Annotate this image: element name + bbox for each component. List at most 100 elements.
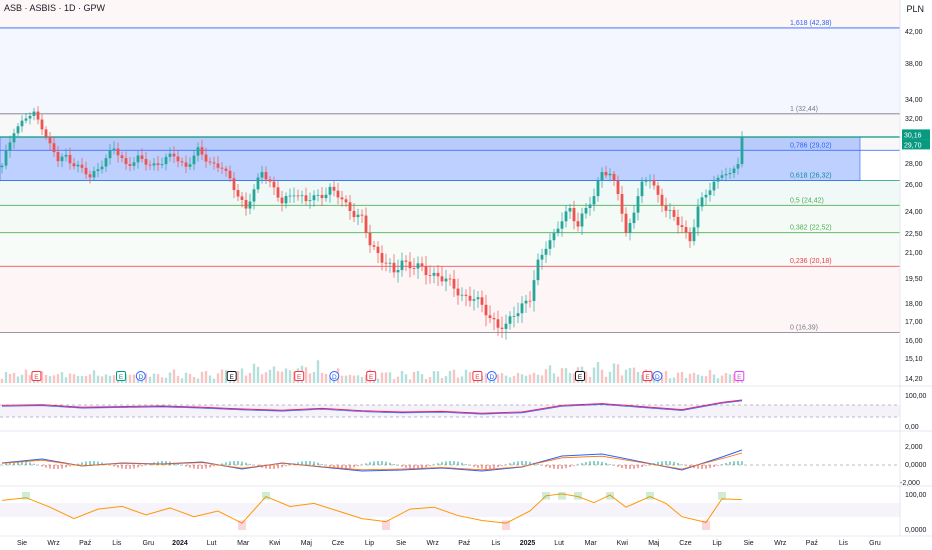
volume-bar	[504, 375, 508, 383]
event-marker: E	[31, 371, 42, 381]
candle	[80, 164, 84, 168]
macd-histogram-bar	[665, 461, 667, 465]
candle	[556, 228, 560, 234]
macd-histogram-bar	[697, 465, 699, 469]
volume-bar	[376, 378, 380, 383]
price-tick-label: 34,00	[905, 97, 923, 104]
macd-histogram-bar	[729, 461, 731, 465]
macd-histogram-bar	[733, 461, 735, 465]
candle	[700, 197, 704, 207]
macd-histogram-bar	[221, 463, 223, 465]
candle	[292, 195, 296, 197]
fib-band	[0, 205, 900, 233]
volume-bar	[444, 376, 448, 383]
macd-histogram-bar	[113, 465, 115, 467]
candle	[212, 162, 216, 164]
candle	[92, 171, 96, 178]
price-tick-label: 38,00	[905, 61, 923, 68]
volume-bar	[584, 371, 588, 383]
macd-histogram-bar	[381, 461, 383, 465]
candle	[148, 164, 152, 166]
osc-overbought	[22, 492, 30, 500]
volume-bar	[304, 367, 308, 383]
macd-histogram-bar	[613, 465, 615, 466]
macd-histogram-bar	[641, 465, 643, 468]
candle	[504, 323, 508, 329]
price-tick-label: 42,00	[905, 29, 923, 36]
price-tick-label: 22,50	[905, 231, 923, 238]
candle	[324, 194, 328, 199]
candle	[16, 126, 20, 134]
volume-bar	[440, 378, 444, 383]
macd-histogram-bar	[421, 465, 423, 469]
event-marker-label: E	[578, 374, 583, 381]
macd-histogram-bar	[457, 461, 459, 465]
candle	[72, 163, 76, 167]
time-tick-label: Lut	[207, 540, 217, 547]
macd-histogram-bar	[101, 462, 103, 465]
candle	[424, 266, 428, 276]
prev-level-label: 29,70	[904, 142, 922, 149]
volume-bar	[364, 374, 368, 383]
macd-histogram-bar	[161, 461, 163, 465]
time-tick-label: Kwi	[269, 540, 281, 547]
volume-bar	[156, 374, 160, 383]
earnings-marker-icon	[31, 371, 42, 381]
volume-bar	[436, 371, 440, 383]
volume-bar	[164, 377, 168, 383]
candle	[12, 133, 16, 143]
volume-bar	[180, 378, 184, 383]
volume-bar	[4, 371, 8, 383]
volume-bar	[452, 369, 456, 383]
price-tick-label: 19,50	[905, 276, 923, 283]
macd-tick-label: 2,000	[905, 444, 923, 451]
macd-histogram-bar	[369, 462, 371, 465]
candle	[344, 199, 348, 203]
event-marker-label: D	[655, 374, 660, 381]
volume-bar	[208, 375, 212, 383]
macd-histogram-bar	[297, 462, 299, 465]
event-marker-label: E	[119, 374, 124, 381]
volume-bar	[528, 374, 532, 383]
macd-histogram-bar	[69, 465, 71, 467]
candle	[600, 171, 604, 181]
time-tick-label: Lis	[491, 540, 500, 547]
event-marker-label: D	[138, 374, 143, 381]
macd-histogram-bar	[265, 465, 267, 469]
candle	[492, 318, 496, 320]
price-tick-label: 28,00	[905, 161, 923, 168]
volume-bar	[532, 372, 536, 383]
macd-histogram-bar	[341, 465, 343, 469]
macd-histogram-bar	[385, 461, 387, 465]
currency-label[interactable]: PLN	[906, 4, 924, 14]
osc-line	[1, 493, 743, 524]
macd-histogram-bar	[233, 461, 235, 465]
candle	[252, 189, 256, 202]
candle	[104, 158, 108, 167]
volume-bar	[308, 373, 312, 383]
macd-histogram-bar	[701, 465, 703, 469]
candle	[652, 180, 656, 186]
volume-bar	[268, 369, 272, 383]
candle	[32, 111, 36, 116]
macd-histogram-bar	[605, 462, 607, 465]
candle	[444, 278, 448, 282]
candle	[124, 158, 128, 165]
macd-histogram-bar	[705, 465, 707, 469]
macd-histogram-bar	[61, 465, 63, 469]
volume-bar	[380, 372, 384, 383]
candle	[328, 186, 332, 195]
macd-histogram-bar	[685, 465, 687, 466]
volume-bar	[624, 369, 628, 383]
candle	[680, 225, 684, 228]
osc-overbought	[574, 492, 582, 500]
candle	[172, 153, 176, 157]
candle	[724, 174, 728, 176]
volume-bar	[552, 373, 556, 383]
candle	[416, 263, 420, 269]
macd-histogram-bar	[537, 464, 539, 465]
fib-label: 0,236 (20,18)	[790, 258, 832, 265]
macd-histogram-bar	[609, 464, 611, 465]
candle	[448, 278, 452, 280]
